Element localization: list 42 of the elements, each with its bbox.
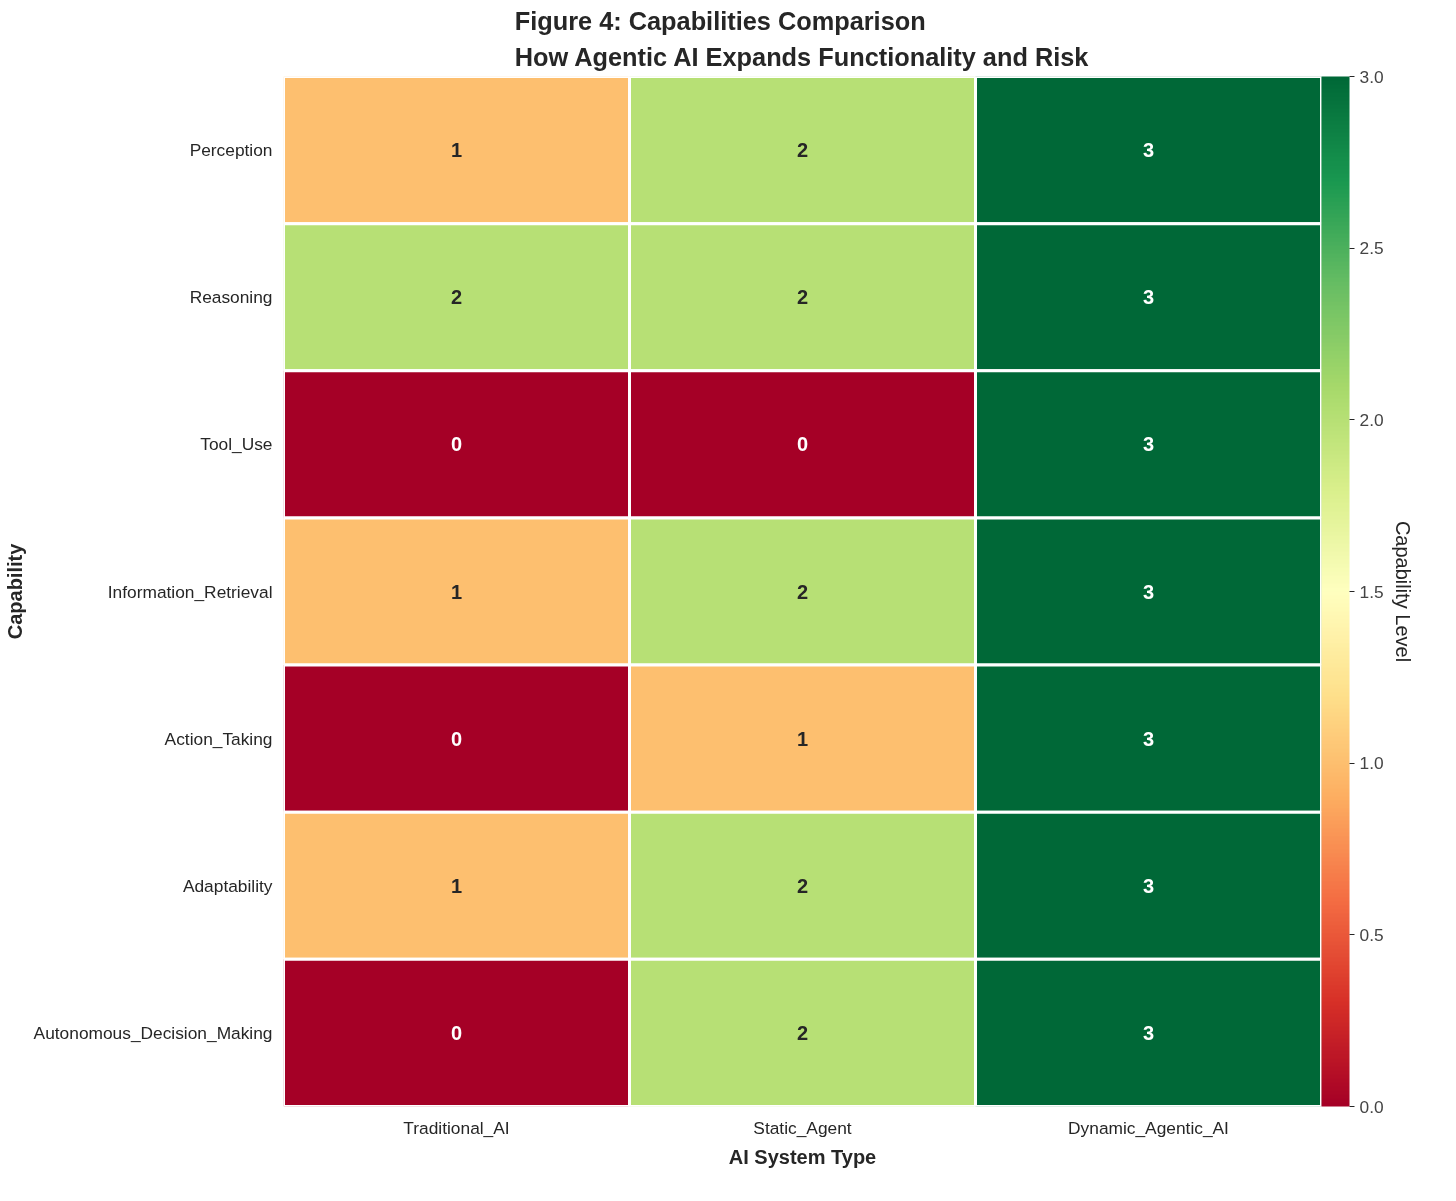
data-label: 0 bbox=[450, 1021, 463, 1044]
data-label: 2 bbox=[796, 1021, 809, 1044]
y-tick-label: Autonomous_Decision_Making bbox=[33, 1022, 273, 1043]
data-label: 1 bbox=[450, 580, 463, 603]
color-bar-label: 2.5 bbox=[1359, 238, 1384, 259]
data-label: 0 bbox=[796, 433, 809, 456]
data-label: 3 bbox=[1142, 433, 1155, 456]
data-label: 0 bbox=[450, 433, 463, 456]
y-tick-label: Information_Retrieval bbox=[107, 581, 273, 602]
data-label: 3 bbox=[1142, 1021, 1155, 1044]
y-tick-label: Action_Taking bbox=[164, 728, 273, 749]
data-label: 1 bbox=[796, 727, 809, 750]
color-bar-label: 0.0 bbox=[1359, 1096, 1384, 1117]
color-bar-label: 3.0 bbox=[1359, 66, 1384, 87]
y-axis-title: Capability bbox=[3, 542, 26, 640]
color-bar-title: Capability Level bbox=[1391, 520, 1414, 663]
x-tick-label: Traditional_AI bbox=[403, 1117, 510, 1138]
y-tick-label: Adaptability bbox=[182, 875, 273, 896]
y-tick-label: Perception bbox=[189, 140, 273, 161]
color-bar-label: 1.0 bbox=[1359, 753, 1384, 774]
data-label: 2 bbox=[796, 286, 809, 309]
y-tick-label: Tool_Use bbox=[200, 434, 273, 455]
x-tick-label: Static_Agent bbox=[753, 1117, 852, 1138]
data-label: 1 bbox=[450, 874, 463, 897]
data-label: 3 bbox=[1142, 286, 1155, 309]
data-label: 3 bbox=[1142, 139, 1155, 162]
y-tick-label: Reasoning bbox=[189, 287, 273, 308]
data-label: 2 bbox=[450, 286, 463, 309]
data-label: 3 bbox=[1142, 874, 1155, 897]
data-label: 3 bbox=[1142, 727, 1155, 750]
data-label: 3 bbox=[1142, 580, 1155, 603]
data-label: 1 bbox=[450, 139, 463, 162]
data-label: 2 bbox=[796, 874, 809, 897]
data-label: 0 bbox=[450, 727, 463, 750]
color-bar-label: 0.5 bbox=[1359, 924, 1384, 945]
color-bar-label: 1.5 bbox=[1359, 581, 1384, 602]
chart-title: Figure 4: Capabilities Comparison How Agentic AI Expands Functionality and Risk bbox=[514, 7, 1090, 72]
x-tick-label: Dynamic_Agentic_AI bbox=[1068, 1117, 1229, 1138]
data-label: 2 bbox=[796, 139, 809, 162]
color-bar-label: 2.0 bbox=[1359, 409, 1384, 430]
data-label: 2 bbox=[796, 580, 809, 603]
x-axis-title: AI System Type bbox=[728, 1145, 877, 1168]
